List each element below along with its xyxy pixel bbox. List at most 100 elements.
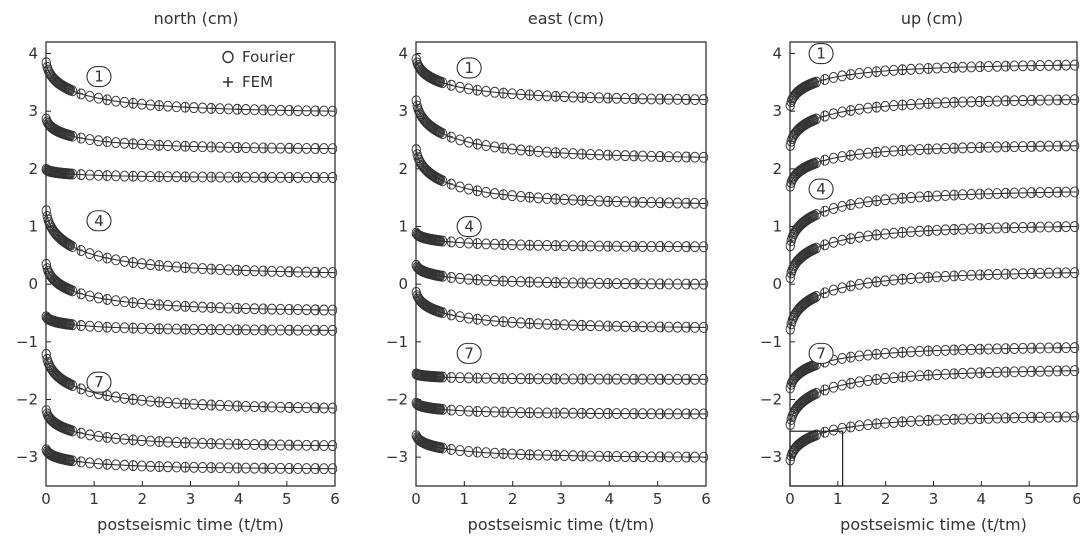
fourier-point bbox=[327, 324, 338, 336]
panel-title: north (cm) bbox=[154, 9, 239, 28]
y-tick-label: 2 bbox=[772, 160, 782, 178]
series-7 bbox=[785, 342, 1080, 394]
fem-point bbox=[420, 401, 427, 412]
fourier-point bbox=[811, 209, 821, 221]
fem-point bbox=[420, 67, 427, 78]
fourier-point bbox=[811, 76, 821, 88]
fem-point bbox=[978, 223, 985, 234]
fourier-point bbox=[472, 185, 483, 197]
fem-point bbox=[632, 374, 639, 385]
fourier-point bbox=[85, 290, 95, 302]
curve-label: 1 bbox=[464, 59, 474, 77]
fem-point bbox=[925, 345, 932, 356]
fem-point bbox=[978, 269, 985, 280]
fem-point bbox=[473, 314, 480, 325]
fem-point bbox=[686, 374, 693, 385]
fem-point bbox=[235, 462, 242, 473]
series-5 bbox=[785, 221, 1080, 284]
fourier-point bbox=[435, 371, 446, 383]
fem-point bbox=[209, 103, 216, 114]
y-tick-label: 3 bbox=[772, 102, 782, 120]
fem-point bbox=[50, 316, 57, 327]
fem-point bbox=[553, 373, 560, 384]
fem-point bbox=[129, 394, 136, 405]
curve-label-badge bbox=[456, 342, 482, 364]
fem-point bbox=[420, 437, 427, 448]
fem-point bbox=[262, 324, 269, 335]
fem-point bbox=[1057, 412, 1064, 423]
legend: Fourier FEM bbox=[222, 48, 295, 91]
fem-point bbox=[873, 374, 880, 385]
x-axis-label: postseismic time (t/tm) bbox=[468, 515, 655, 534]
fem-point bbox=[235, 439, 242, 450]
fem-point bbox=[446, 444, 453, 455]
series-1 bbox=[411, 53, 709, 106]
series-1 bbox=[785, 59, 1080, 111]
fem-point bbox=[606, 321, 613, 332]
legend-label: FEM bbox=[242, 73, 273, 91]
fourier-point bbox=[785, 323, 795, 335]
fem-curve bbox=[45, 60, 335, 112]
fem-point bbox=[420, 266, 427, 277]
x-tick-label: 3 bbox=[556, 490, 566, 508]
fem-point bbox=[526, 145, 533, 156]
series-7 bbox=[411, 368, 709, 385]
fem-point bbox=[846, 422, 853, 433]
fem-point bbox=[182, 398, 189, 409]
fourier-point bbox=[698, 94, 709, 106]
fem-point bbox=[103, 252, 110, 263]
y-tick-label: 0 bbox=[772, 275, 782, 293]
fem-point bbox=[103, 322, 110, 333]
fem-point bbox=[129, 98, 136, 109]
fem-point bbox=[500, 239, 506, 250]
fem-point bbox=[50, 166, 57, 177]
series-5 bbox=[411, 259, 709, 290]
fem-point bbox=[76, 132, 83, 143]
fem-point bbox=[446, 236, 453, 247]
fem-point bbox=[1004, 412, 1011, 423]
series-1 bbox=[41, 57, 338, 117]
fem-point bbox=[500, 276, 506, 287]
fem-point bbox=[315, 172, 322, 183]
fem-point bbox=[873, 147, 880, 158]
fem-point bbox=[76, 383, 83, 394]
fem-point bbox=[76, 427, 83, 438]
fem-point bbox=[182, 262, 189, 273]
fem-point bbox=[446, 131, 453, 142]
fem-point bbox=[50, 416, 57, 427]
fem-point bbox=[420, 232, 427, 243]
fem-point bbox=[978, 61, 985, 72]
fem-point bbox=[606, 241, 613, 252]
fem-point bbox=[315, 463, 322, 474]
circle-icon bbox=[222, 50, 234, 64]
fem-point bbox=[686, 241, 693, 252]
fem-point bbox=[182, 301, 189, 312]
fem-point bbox=[606, 451, 613, 462]
fem-point bbox=[952, 344, 959, 355]
fem-point bbox=[1057, 365, 1064, 376]
x-tick-label: 1 bbox=[89, 490, 99, 508]
fem-point bbox=[873, 102, 880, 113]
fem-point bbox=[1004, 222, 1011, 233]
fem-point bbox=[794, 223, 801, 234]
y-tick-label: 2 bbox=[28, 160, 38, 178]
fem-point bbox=[899, 145, 906, 156]
x-tick-label: 6 bbox=[1072, 490, 1080, 508]
fem-point bbox=[632, 451, 639, 462]
y-tick-label: 1 bbox=[398, 218, 408, 236]
series-2 bbox=[411, 95, 709, 163]
fem-point bbox=[952, 414, 959, 425]
fem-point bbox=[315, 440, 322, 451]
fem-point bbox=[794, 370, 801, 381]
fem-point bbox=[1030, 60, 1037, 71]
fem-point bbox=[899, 371, 906, 382]
fem-point bbox=[794, 256, 801, 267]
fem-point bbox=[446, 372, 453, 383]
fourier-point bbox=[785, 240, 795, 252]
fourier-point bbox=[93, 250, 104, 262]
fourier-point bbox=[41, 348, 51, 360]
fem-point bbox=[952, 224, 959, 235]
fem-point bbox=[846, 378, 853, 389]
fourier-point bbox=[67, 380, 78, 391]
fem-point bbox=[553, 194, 560, 205]
